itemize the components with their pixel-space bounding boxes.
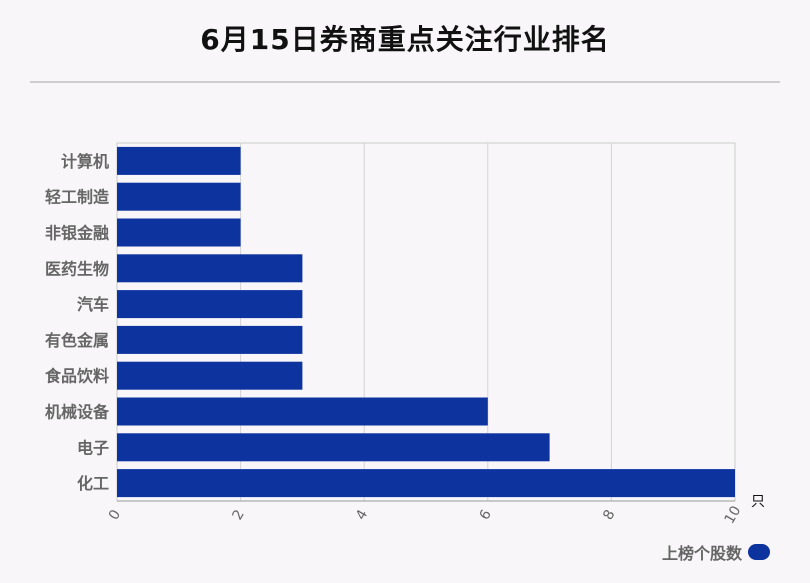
x-tick-label: 8	[600, 507, 618, 523]
category-label: 食品饮料	[44, 367, 109, 386]
legend-label: 上榜个股数	[661, 544, 742, 563]
bar	[117, 361, 303, 390]
bar	[117, 469, 735, 498]
bar	[117, 325, 303, 354]
bar	[117, 254, 303, 283]
category-label: 机械设备	[45, 403, 110, 422]
x-unit-label: 只	[751, 494, 765, 510]
category-label: 汽车	[77, 295, 109, 314]
bar	[117, 290, 303, 319]
x-tick-label: 6	[477, 507, 495, 523]
bar	[117, 146, 241, 175]
x-tick-label: 0	[106, 507, 124, 523]
category-label: 计算机	[61, 152, 109, 171]
category-label: 非银金融	[45, 224, 109, 243]
x-tick-label: 2	[229, 507, 247, 523]
category-label: 电子	[77, 438, 109, 457]
bar	[117, 397, 488, 426]
x-tick-label: 10	[722, 503, 745, 526]
category-label: 医药生物	[45, 259, 109, 278]
bar	[117, 182, 241, 211]
legend: 上榜个股数	[662, 540, 770, 564]
bar	[117, 433, 550, 462]
category-label: 有色金属	[45, 331, 109, 350]
category-label: 化工	[77, 474, 109, 493]
category-label: 轻工制造	[45, 188, 110, 207]
chart-title: 6月15日券商重点关注行业排名	[200, 23, 610, 56]
bar	[117, 218, 241, 247]
legend-swatch	[748, 544, 770, 560]
x-tick-label: 4	[353, 507, 371, 523]
title-divider	[30, 81, 780, 83]
